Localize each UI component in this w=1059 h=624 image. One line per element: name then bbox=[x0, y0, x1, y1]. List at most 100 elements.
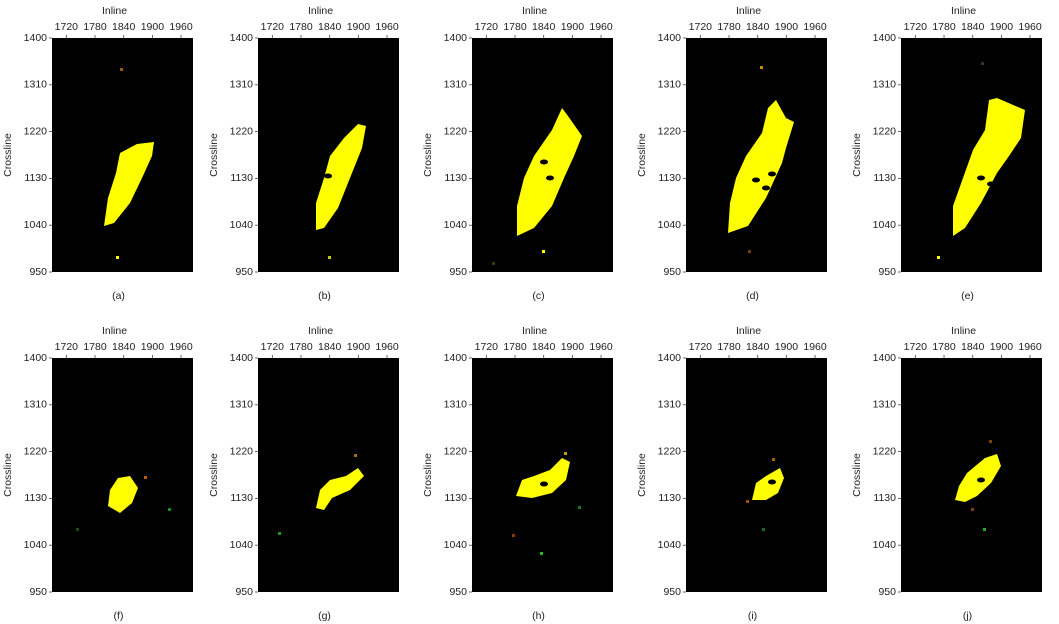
y-tick-label: 1040 bbox=[444, 219, 468, 231]
x-tick-label: 1900 bbox=[141, 341, 165, 353]
anomaly-region bbox=[955, 454, 1001, 502]
x-tick-label: 1780 bbox=[717, 341, 741, 353]
y-tick-label: 1130 bbox=[658, 492, 681, 504]
region-hole bbox=[540, 481, 548, 487]
x-tick-label: 1960 bbox=[589, 341, 613, 353]
x-tick-label: 1780 bbox=[83, 341, 107, 353]
region-hole bbox=[752, 177, 760, 183]
region-hole bbox=[768, 171, 776, 177]
y-tick-label: 1220 bbox=[873, 125, 897, 137]
x-tick-label: 1900 bbox=[347, 21, 371, 33]
y-tick-label: 950 bbox=[449, 586, 467, 598]
panel: Inline Crossline (f) 1720 1780 1840 1900 1960 95… bbox=[2, 325, 193, 622]
y-tick-label: 1400 bbox=[873, 32, 897, 44]
x-tick-label: 1960 bbox=[589, 21, 613, 33]
speck bbox=[762, 528, 765, 531]
speck bbox=[981, 62, 984, 65]
panel: Inline Crossline (g) 1720 1780 1840 1900 1960 95… bbox=[208, 325, 399, 622]
region-hole bbox=[987, 181, 995, 187]
region-hole bbox=[324, 173, 332, 179]
y-tick-label: 1400 bbox=[24, 352, 48, 364]
y-tick-label: 1310 bbox=[658, 399, 682, 411]
x-tick-label: 1780 bbox=[289, 21, 313, 33]
speck bbox=[578, 506, 581, 509]
panel: Inline Crossline (h) 1720 1780 1840 1900 1960 95… bbox=[422, 325, 613, 622]
anomaly-region bbox=[752, 468, 784, 500]
y-tick-label: 1130 bbox=[873, 172, 896, 184]
y-tick-label: 950 bbox=[235, 586, 253, 598]
y-tick-label: 1400 bbox=[873, 352, 897, 364]
y-tick-label: 950 bbox=[235, 266, 253, 278]
y-tick-label: 1400 bbox=[24, 32, 48, 44]
x-tick-label: 1840 bbox=[532, 21, 556, 33]
x-tick-label: 1900 bbox=[990, 21, 1014, 33]
y-tick-label: 1310 bbox=[230, 399, 254, 411]
y-tick-label: 1310 bbox=[24, 79, 48, 91]
region-hole bbox=[762, 185, 770, 191]
speck bbox=[971, 508, 974, 511]
speck bbox=[168, 508, 171, 511]
x-tick-label: 1840 bbox=[746, 341, 770, 353]
x-tick-label: 1960 bbox=[375, 21, 399, 33]
y-axis-title: Crossline bbox=[422, 453, 434, 497]
x-tick-label: 1840 bbox=[112, 341, 136, 353]
anomaly-region bbox=[517, 108, 582, 236]
x-tick-label: 1960 bbox=[375, 341, 399, 353]
y-tick-label: 950 bbox=[663, 266, 681, 278]
y-tick-label: 1130 bbox=[24, 492, 47, 504]
x-axis-title: Inline bbox=[308, 325, 333, 337]
speck bbox=[76, 528, 79, 531]
y-tick-label: 1400 bbox=[230, 32, 254, 44]
speck bbox=[144, 476, 147, 479]
plot-area bbox=[686, 358, 827, 592]
speck bbox=[983, 528, 986, 531]
region-hole bbox=[540, 159, 548, 165]
x-tick-label: 1720 bbox=[904, 21, 928, 33]
caption: (a) bbox=[112, 290, 125, 302]
y-tick-label: 950 bbox=[29, 586, 47, 598]
x-tick-label: 1780 bbox=[932, 21, 956, 33]
caption: (h) bbox=[532, 610, 545, 622]
x-tick-label: 1900 bbox=[561, 341, 585, 353]
y-tick-label: 1040 bbox=[24, 539, 48, 551]
x-tick-label: 1780 bbox=[289, 341, 313, 353]
y-tick-label: 1040 bbox=[24, 219, 48, 231]
y-tick-label: 1310 bbox=[230, 79, 254, 91]
y-axis-title: Crossline bbox=[851, 133, 863, 177]
y-tick-label: 950 bbox=[29, 266, 47, 278]
x-tick-label: 1780 bbox=[503, 21, 527, 33]
speck bbox=[354, 454, 357, 457]
y-tick-label: 1220 bbox=[658, 445, 682, 457]
y-tick-label: 1130 bbox=[230, 172, 253, 184]
speck bbox=[564, 452, 567, 455]
speck bbox=[989, 440, 992, 443]
x-tick-label: 1840 bbox=[532, 341, 556, 353]
x-tick-label: 1840 bbox=[318, 341, 342, 353]
caption: (i) bbox=[748, 610, 757, 622]
panel: Inline Crossline (i) 1720 1780 1840 1900 1960 95… bbox=[636, 325, 827, 622]
panel: Inline Crossline (c) 1720 1780 1840 1900 1960 95… bbox=[422, 5, 613, 302]
y-axis-title: Crossline bbox=[636, 133, 648, 177]
y-tick-label: 1130 bbox=[24, 172, 47, 184]
x-axis-title: Inline bbox=[951, 325, 976, 337]
x-axis-title: Inline bbox=[102, 5, 127, 17]
y-tick-label: 1220 bbox=[24, 445, 48, 457]
speck bbox=[772, 458, 775, 461]
y-tick-label: 1040 bbox=[873, 539, 897, 551]
panel: Inline Crossline (a) 1720 1780 1840 1900 1960 95… bbox=[2, 5, 193, 302]
y-tick-label: 1400 bbox=[658, 352, 682, 364]
y-tick-label: 1130 bbox=[230, 492, 253, 504]
x-tick-label: 1840 bbox=[318, 21, 342, 33]
x-tick-label: 1840 bbox=[746, 21, 770, 33]
y-tick-label: 1040 bbox=[230, 539, 254, 551]
y-tick-label: 950 bbox=[878, 266, 896, 278]
y-tick-label: 1400 bbox=[444, 32, 468, 44]
x-tick-label: 1900 bbox=[141, 21, 165, 33]
anomaly-region bbox=[953, 98, 1025, 236]
y-tick-label: 1310 bbox=[658, 79, 682, 91]
x-tick-label: 1960 bbox=[1018, 21, 1042, 33]
y-tick-label: 1220 bbox=[658, 125, 682, 137]
panel: Inline Crossline (b) 1720 1780 1840 1900 1960 95… bbox=[208, 5, 399, 302]
x-axis-title: Inline bbox=[736, 5, 761, 17]
